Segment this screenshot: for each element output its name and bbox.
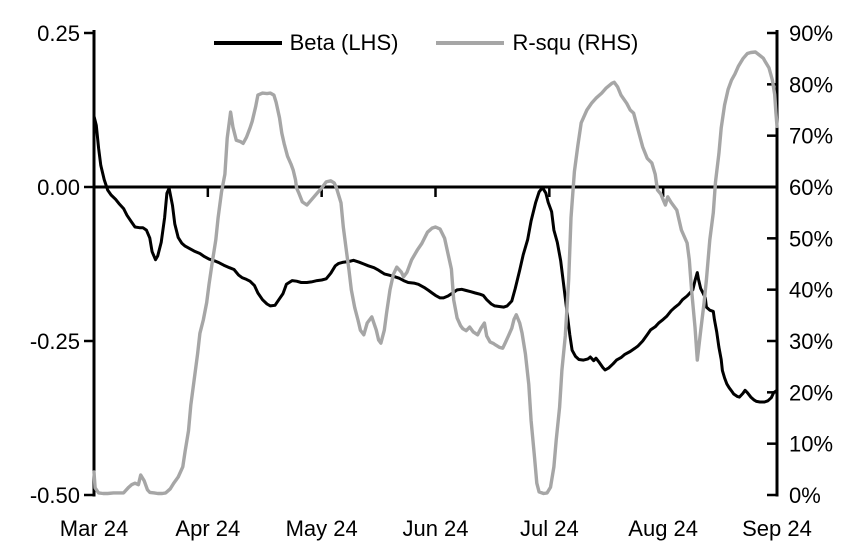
y-right-tick-label: 10% (789, 432, 833, 457)
y-right-tick-label: 30% (789, 329, 833, 354)
y-right-tick-label: 60% (789, 175, 833, 200)
x-axis-tick-label: Jun 24 (402, 516, 468, 541)
y-left-tick-label: 0.25 (37, 21, 80, 46)
x-axis-tick-label: Mar 24 (60, 516, 128, 541)
y-right-tick-label: 20% (789, 380, 833, 405)
y-left-tick-label: -0.25 (30, 329, 80, 354)
beta-line-series (92, 114, 779, 404)
rsq-line-series (92, 50, 779, 496)
y-right-tick-label: 90% (789, 21, 833, 46)
y-right-tick-label: 70% (789, 124, 833, 149)
x-axis-tick-label: Apr 24 (175, 516, 240, 541)
x-axis-tick-label: May 24 (286, 516, 358, 541)
y-right-tick-label: 40% (789, 278, 833, 303)
y-left-tick-label: 0.00 (37, 175, 80, 200)
y-right-tick-label: 50% (789, 226, 833, 251)
x-axis-tick-label: Sep 24 (742, 516, 812, 541)
y-right-tick-label: 80% (789, 72, 833, 97)
y-right-tick-label: 0% (789, 483, 821, 508)
x-axis-tick-label: Jul 24 (520, 516, 579, 541)
y-left-tick-label: -0.50 (30, 483, 80, 508)
x-axis-tick-label: Aug 24 (628, 516, 698, 541)
